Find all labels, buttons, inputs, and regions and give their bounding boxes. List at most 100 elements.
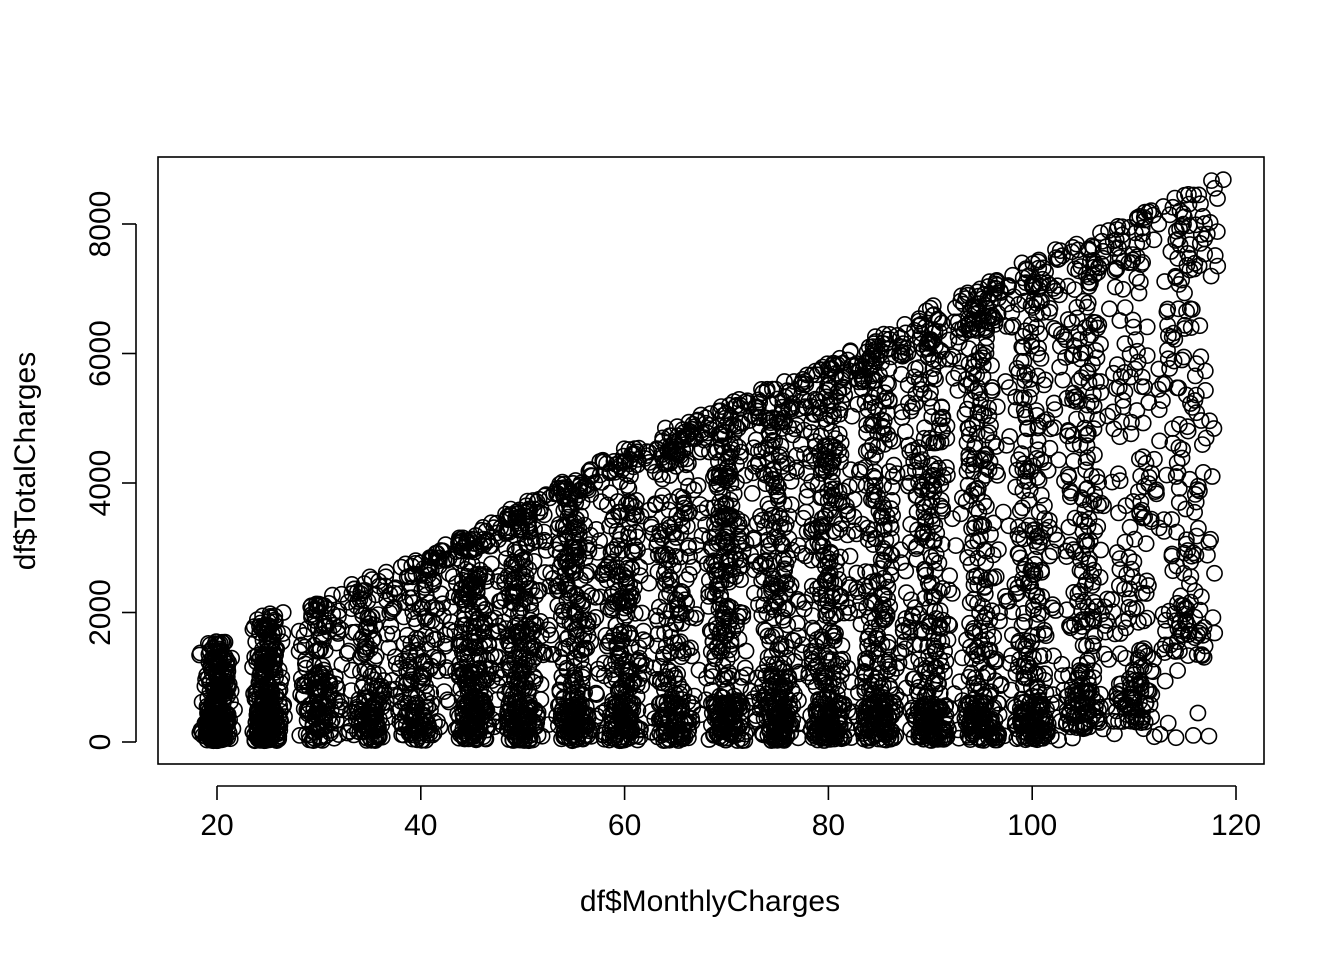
data-point — [620, 525, 637, 542]
data-point — [677, 712, 695, 730]
data-point — [252, 729, 270, 746]
data-point — [1186, 503, 1203, 521]
data-point — [665, 525, 682, 543]
data-point — [897, 423, 914, 441]
data-point — [207, 633, 225, 651]
data-point — [268, 640, 286, 658]
data-point — [1167, 729, 1185, 747]
data-point — [555, 723, 573, 740]
data-point — [522, 596, 539, 614]
data-point — [248, 702, 266, 720]
data-point — [1135, 612, 1153, 630]
data-point — [568, 518, 585, 536]
data-point — [516, 529, 534, 547]
data-point — [520, 727, 538, 745]
data-point — [305, 657, 323, 675]
data-point — [681, 548, 698, 565]
data-point — [565, 658, 583, 675]
data-point — [737, 642, 755, 660]
data-point — [1177, 500, 1195, 518]
data-point — [1122, 425, 1140, 443]
data-point — [947, 537, 965, 554]
data-point — [601, 484, 619, 502]
data-point — [609, 545, 627, 562]
data-point — [653, 529, 671, 547]
data-point — [667, 548, 684, 565]
data-point — [1158, 466, 1176, 484]
data-point — [1206, 247, 1224, 264]
data-point — [476, 730, 494, 747]
data-point — [424, 648, 442, 666]
data-point — [680, 477, 697, 495]
data-point — [516, 730, 533, 748]
data-point — [199, 689, 217, 707]
data-point — [511, 698, 529, 716]
data-point — [249, 646, 267, 664]
data-point — [251, 618, 268, 635]
data-point — [1129, 613, 1147, 631]
data-point — [704, 668, 721, 685]
data-point — [666, 634, 683, 652]
data-point — [657, 668, 675, 685]
data-point — [223, 649, 240, 667]
data-point — [200, 653, 218, 671]
data-point — [659, 670, 677, 688]
data-point — [1092, 541, 1110, 559]
data-point — [667, 696, 684, 714]
data-point — [251, 624, 269, 641]
data-point — [662, 663, 679, 680]
data-point — [1140, 394, 1158, 411]
data-point — [1159, 714, 1177, 732]
data-point — [360, 610, 378, 627]
data-point — [1030, 503, 1048, 521]
data-point — [466, 729, 484, 747]
data-point — [624, 509, 642, 527]
data-point — [1173, 449, 1191, 467]
data-point — [649, 625, 667, 643]
data-point — [1150, 401, 1168, 419]
data-point — [672, 648, 690, 666]
data-point — [684, 699, 702, 716]
data-point — [554, 601, 571, 619]
data-point — [614, 542, 631, 559]
data-point — [1206, 564, 1223, 582]
data-point — [465, 618, 483, 635]
data-point — [897, 562, 915, 580]
data-point — [203, 715, 221, 732]
data-point — [518, 537, 536, 554]
data-point — [348, 722, 366, 740]
data-point — [743, 484, 761, 502]
data-point — [210, 649, 228, 667]
data-point — [214, 678, 232, 696]
data-point — [631, 558, 649, 576]
data-point — [205, 681, 223, 699]
data-point — [626, 498, 644, 516]
points-layer — [191, 171, 1232, 750]
data-point — [191, 644, 209, 662]
data-point — [203, 720, 221, 738]
data-point — [411, 599, 429, 617]
data-point — [1146, 450, 1163, 468]
data-point — [631, 721, 649, 739]
data-point — [584, 612, 602, 630]
data-point — [423, 695, 440, 712]
data-point — [259, 731, 276, 748]
data-point — [577, 707, 594, 724]
data-point — [253, 621, 271, 639]
data-point — [1116, 533, 1134, 551]
data-point — [423, 726, 441, 744]
data-point — [555, 603, 573, 621]
data-point — [564, 669, 581, 687]
data-point — [435, 683, 453, 700]
data-point — [1159, 350, 1177, 368]
data-point — [616, 714, 634, 732]
data-point — [701, 622, 719, 639]
data-point — [994, 503, 1012, 521]
data-point — [350, 714, 368, 731]
data-point — [612, 507, 629, 525]
data-point — [954, 649, 971, 667]
data-point — [658, 610, 676, 628]
data-point — [1204, 609, 1222, 626]
data-point — [257, 663, 275, 680]
data-point — [670, 606, 687, 624]
